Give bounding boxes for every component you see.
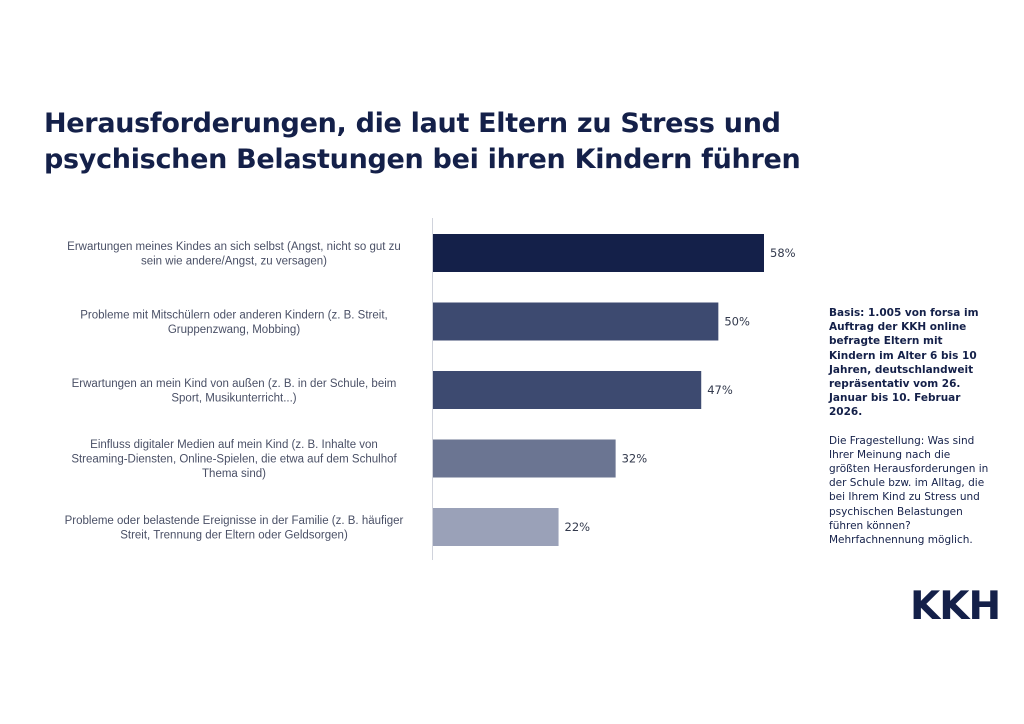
value-label-3: 47% [707, 383, 733, 397]
bar-4 [433, 439, 616, 478]
bar-5 [433, 508, 559, 546]
basis-text: Basis: 1.005 von forsa im Auftrag der KK… [829, 307, 979, 419]
value-label-1: 58% [770, 246, 796, 260]
value-label-2: 50% [724, 315, 750, 329]
category-label-2: Probleme mit Mitschülern oder anderen Ki… [80, 309, 387, 336]
title-line-2: psychischen Belastungen bei ihren Kinder… [44, 144, 801, 175]
category-label-1: Erwartungen meines Kindes an sich selbst… [67, 241, 401, 268]
question-text: Die Fragestellung: Was sind Ihrer Meinun… [829, 434, 989, 547]
category-label-4: Einfluss digitaler Medien auf mein Kind … [71, 439, 397, 480]
bar-3 [433, 371, 702, 409]
bar-1 [433, 234, 764, 272]
kkh-logo: KKH [910, 584, 1001, 629]
title-line-1: Herausforderungen, die laut Eltern zu St… [44, 108, 781, 139]
info-sidebar: Basis: 1.005 von forsa im Auftrag der KK… [829, 306, 989, 547]
page-title: Herausforderungen, die laut Eltern zu St… [44, 106, 824, 178]
category-label-5: Probleme oder belastende Ereignisse in d… [65, 515, 404, 542]
bar-2 [433, 302, 719, 341]
value-label-5: 22% [565, 520, 591, 534]
value-label-4: 32% [622, 452, 648, 466]
category-label-3: Erwartungen an mein Kind von außen (z. B… [72, 378, 397, 405]
